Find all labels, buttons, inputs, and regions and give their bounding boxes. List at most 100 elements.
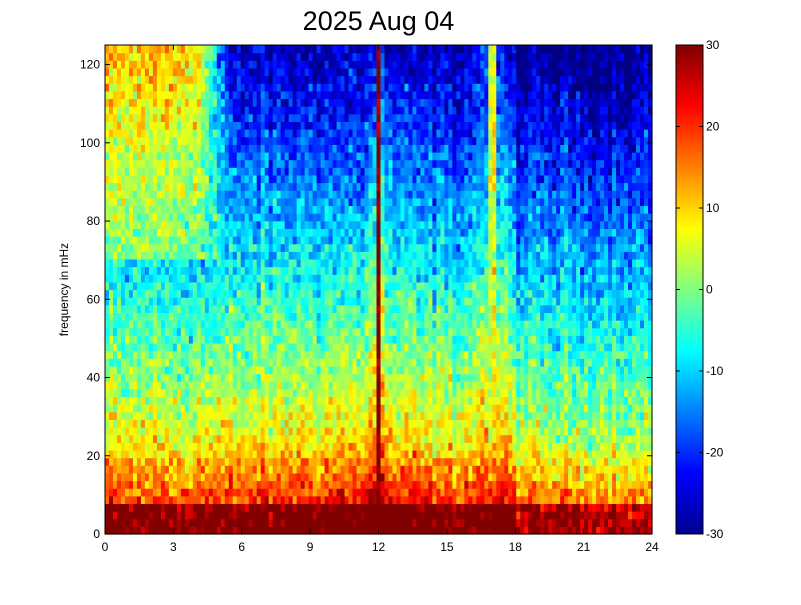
heatmap-cell bbox=[408, 381, 414, 390]
heatmap-cell bbox=[212, 151, 218, 161]
heatmap-cell bbox=[132, 98, 138, 107]
heatmap-cell bbox=[376, 396, 382, 405]
heatmap-cell bbox=[132, 488, 138, 497]
heatmap-cell bbox=[224, 488, 230, 497]
heatmap-cell bbox=[112, 182, 118, 191]
heatmap-cell bbox=[120, 190, 126, 199]
heatmap-cell bbox=[248, 289, 254, 298]
heatmap-cell bbox=[280, 136, 286, 145]
heatmap-cell bbox=[200, 335, 206, 344]
heatmap-cell bbox=[344, 434, 350, 443]
heatmap-cell bbox=[348, 388, 354, 398]
heatmap-cell bbox=[108, 518, 114, 527]
heatmap-cell bbox=[128, 83, 134, 92]
heatmap-cell bbox=[360, 174, 366, 184]
heatmap-cell bbox=[176, 327, 182, 336]
heatmap-cell bbox=[168, 381, 174, 390]
heatmap-cell bbox=[252, 427, 258, 436]
heatmap-cell bbox=[392, 251, 398, 260]
heatmap-cell bbox=[216, 113, 222, 123]
heatmap-cell bbox=[212, 60, 218, 69]
heatmap-cell bbox=[360, 312, 366, 321]
heatmap-cell bbox=[296, 174, 302, 184]
heatmap-cell bbox=[252, 159, 258, 168]
heatmap-cell bbox=[340, 83, 346, 92]
heatmap-cell bbox=[256, 503, 262, 512]
heatmap-cell bbox=[196, 205, 202, 214]
heatmap-cell bbox=[312, 335, 318, 344]
heatmap-cell bbox=[408, 281, 414, 291]
heatmap-cell bbox=[336, 159, 342, 168]
heatmap-cell bbox=[360, 45, 366, 54]
heatmap-cell bbox=[168, 350, 174, 359]
heatmap-cell bbox=[376, 442, 382, 451]
heatmap-cell bbox=[356, 243, 362, 252]
heatmap-cell bbox=[140, 167, 146, 176]
heatmap-cell bbox=[144, 427, 150, 436]
heatmap-cell bbox=[240, 297, 246, 306]
heatmap-cell bbox=[344, 113, 350, 123]
heatmap-cell bbox=[348, 472, 354, 482]
heatmap-cell bbox=[400, 281, 406, 291]
heatmap-cell bbox=[108, 251, 114, 260]
heatmap-cell bbox=[124, 121, 130, 130]
heatmap-cell bbox=[128, 220, 134, 229]
heatmap-cell bbox=[168, 167, 174, 176]
heatmap-cell bbox=[360, 129, 366, 138]
heatmap-cell bbox=[200, 98, 206, 107]
heatmap-cell bbox=[132, 129, 138, 138]
heatmap-cell bbox=[120, 373, 126, 382]
heatmap-cell bbox=[408, 197, 414, 207]
heatmap-cell bbox=[412, 167, 418, 176]
heatmap-cell bbox=[152, 205, 158, 214]
heatmap-cell bbox=[316, 289, 322, 298]
heatmap-cell bbox=[244, 312, 250, 321]
heatmap-cell bbox=[412, 90, 418, 100]
heatmap-cell bbox=[284, 365, 290, 375]
heatmap-cell bbox=[168, 236, 174, 245]
heatmap-cell bbox=[288, 327, 294, 336]
heatmap-cell bbox=[320, 411, 326, 420]
heatmap-cell bbox=[368, 167, 374, 176]
heatmap-cell bbox=[372, 266, 378, 275]
heatmap-cell bbox=[384, 419, 390, 428]
heatmap-cell bbox=[124, 488, 130, 497]
heatmap-cell bbox=[344, 205, 350, 214]
heatmap-cell bbox=[408, 465, 414, 474]
heatmap-cell bbox=[396, 151, 402, 161]
heatmap-cell bbox=[224, 167, 230, 176]
heatmap-cell bbox=[244, 480, 250, 489]
heatmap-cell bbox=[204, 83, 210, 92]
heatmap-cell bbox=[264, 388, 270, 398]
heatmap-cell bbox=[272, 358, 278, 367]
heatmap-cell bbox=[292, 411, 298, 420]
heatmap-cell bbox=[360, 488, 366, 497]
heatmap-cell bbox=[180, 75, 186, 84]
heatmap-cell bbox=[328, 159, 334, 168]
heatmap-cell bbox=[328, 411, 334, 420]
heatmap-cell bbox=[200, 274, 206, 283]
heatmap-cell bbox=[300, 121, 306, 130]
heatmap-cell bbox=[372, 320, 378, 329]
heatmap-cell bbox=[312, 495, 318, 505]
heatmap-cell bbox=[252, 449, 258, 459]
heatmap-cell bbox=[272, 526, 278, 535]
heatmap-cell bbox=[164, 167, 170, 176]
heatmap-cell bbox=[204, 419, 210, 428]
heatmap-cell bbox=[380, 526, 386, 535]
heatmap-cell bbox=[220, 167, 226, 176]
heatmap-cell bbox=[332, 350, 338, 359]
heatmap-cell bbox=[292, 281, 298, 291]
heatmap-cell bbox=[372, 327, 378, 336]
heatmap-cell bbox=[396, 136, 402, 145]
heatmap-cell bbox=[284, 281, 290, 291]
heatmap-cell bbox=[128, 388, 134, 398]
heatmap-cell bbox=[320, 274, 326, 283]
heatmap-cell bbox=[412, 205, 418, 214]
heatmap-cell bbox=[105, 182, 110, 191]
heatmap-cell bbox=[328, 488, 334, 497]
heatmap-cell bbox=[384, 312, 390, 321]
heatmap-cell bbox=[400, 220, 406, 229]
heatmap-cell bbox=[196, 342, 202, 352]
heatmap-cell bbox=[148, 495, 154, 505]
